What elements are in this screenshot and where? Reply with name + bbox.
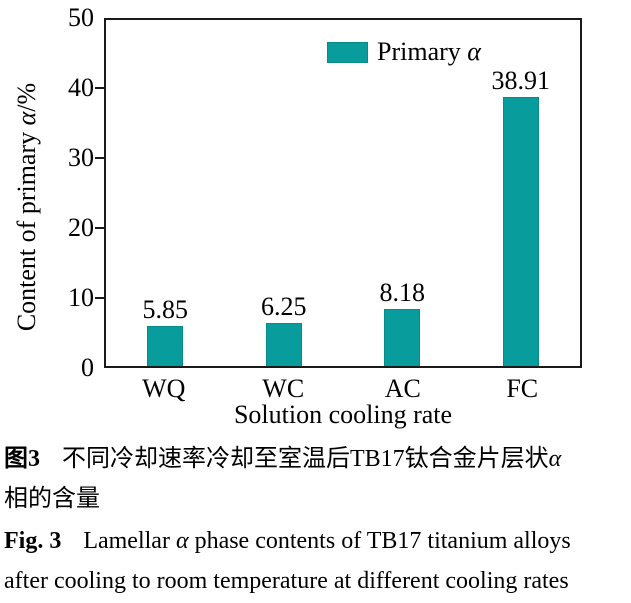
caption-english-line1: Fig. 3 Lamellar α phase contents of TB17 … (4, 524, 628, 558)
bar (265, 322, 302, 366)
x-tick-label-fc: FC (506, 374, 539, 403)
caption-chinese-alpha: α (548, 446, 562, 472)
x-axis-label: Solution cooling rate (233, 400, 453, 429)
bar-value-label: 6.25 (261, 291, 307, 321)
x-tick-label-wq: WQ (142, 374, 186, 403)
y-tick-mark-40 (95, 87, 104, 89)
y-tick-label-50: 50 (68, 3, 94, 32)
y-tick-mark-10 (95, 297, 104, 299)
caption-english-text-b: phase contents of TB17 titanium alloys (188, 528, 571, 554)
y-tick-label-0: 0 (81, 353, 94, 382)
y-axis-label-alpha: α (12, 111, 41, 126)
bar-group-wq: 5.85 (106, 20, 225, 366)
bar-value-label: 8.18 (379, 278, 426, 308)
bar-group-fc: 38.91 (462, 20, 581, 366)
x-tick-label-wc: WC (262, 374, 305, 403)
y-tick-mark-20 (95, 227, 104, 229)
bar-group-wc: 6.25 (225, 20, 344, 366)
caption-chinese-line2: 相的含量 (4, 486, 100, 512)
caption-chinese-line1: 图3 不同冷却速率冷却至室温后TB17钛合金片层状α (4, 442, 628, 476)
bar (502, 96, 539, 366)
y-tick-label-40: 40 (68, 73, 94, 102)
x-tick-label-ac: AC (384, 374, 421, 403)
caption-english-figure-label: Fig. 3 (4, 528, 62, 554)
y-tick-label-20: 20 (68, 213, 94, 242)
y-tick-mark-30 (95, 157, 104, 159)
legend-label: Primary (377, 37, 468, 66)
bar (384, 309, 421, 366)
caption-english-text-a: Lamellar (83, 528, 176, 554)
x-axis-ticks: WQ WC AC FC (104, 374, 582, 404)
legend-swatch (327, 41, 368, 63)
y-tick-label-30: 30 (68, 143, 94, 172)
caption-chinese-figure-label: 图3 (4, 446, 40, 472)
y-tick-label-10: 10 (68, 283, 94, 312)
legend-label-alpha: α (467, 37, 481, 66)
bar-chart: Content of primary α/% 50 40 30 20 10 0 … (12, 3, 582, 429)
caption-english-alpha: α (175, 528, 189, 554)
legend: Primary α (327, 38, 481, 66)
caption-chinese-text: 不同冷却速率冷却至室温后TB17钛合金片层状 (62, 446, 549, 472)
plot-area: 5.85 6.25 8.18 38.91 (104, 18, 582, 368)
caption-english-line2: after cooling to room temperature at dif… (4, 568, 569, 594)
bar-group-ac: 8.18 (343, 20, 462, 366)
bar-value-label: 38.91 (491, 65, 551, 95)
bar-value-label: 5.85 (142, 294, 189, 324)
bar (147, 325, 184, 366)
